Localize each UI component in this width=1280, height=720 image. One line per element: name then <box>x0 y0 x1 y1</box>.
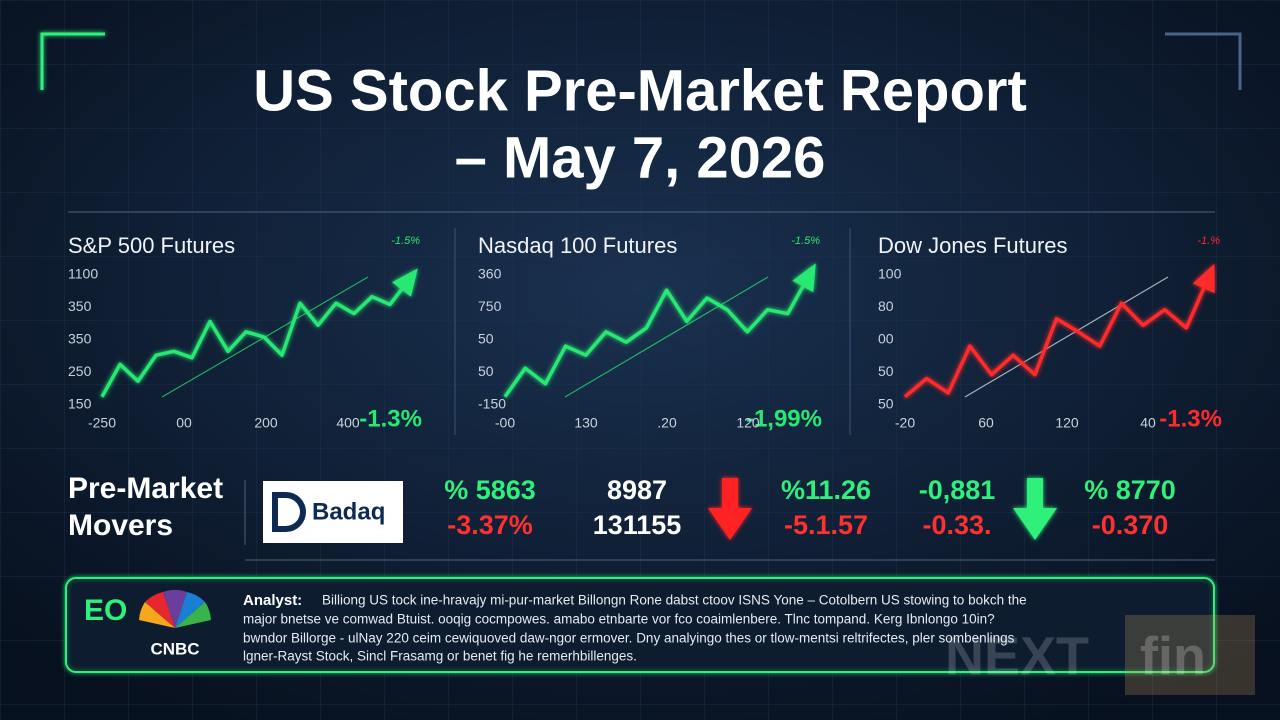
top-label: -1.5% <box>391 235 420 247</box>
analyst-label: Analyst: <box>243 592 302 609</box>
change-label: -1.3% <box>359 405 422 432</box>
y-axis-label: 350 <box>68 331 92 347</box>
peacock-logo <box>139 589 211 628</box>
mover-value: % 5863 <box>444 475 536 505</box>
x-axis-label: 120 <box>1055 415 1079 431</box>
y-axis-label: 350 <box>68 298 92 314</box>
y-axis-label: -150 <box>478 396 506 412</box>
analyst-box <box>65 577 1215 673</box>
y-axis-label: 80 <box>878 298 894 314</box>
mover-value: -0.370 <box>1092 510 1169 540</box>
brand-text: CNBC <box>150 639 199 658</box>
chart-title: Nasdaq 100 Futures <box>478 233 677 258</box>
title: – May 7, 2026 <box>455 125 826 190</box>
down-arrow <box>1013 478 1057 540</box>
corner-accent <box>1165 32 1242 90</box>
logo-text: EO <box>84 594 127 627</box>
y-axis-label: 750 <box>478 298 502 314</box>
y-axis-label: 50 <box>478 363 494 379</box>
x-axis-label: 400 <box>336 415 360 431</box>
watermark: NEXT <box>945 626 1089 686</box>
y-axis-label: 250 <box>68 363 92 379</box>
change-label: -1,99% <box>746 405 822 432</box>
y-axis-label: 1100 <box>68 266 98 282</box>
movers-heading: Movers <box>68 509 173 542</box>
mover-value: 8987 <box>607 475 667 505</box>
top-label: -1.5% <box>791 235 820 247</box>
y-axis-label: 100 <box>878 266 902 282</box>
mover-value: -3.37% <box>447 510 533 540</box>
logo-text: Badaq <box>312 498 385 525</box>
mover-value: %11.26 <box>781 475 871 505</box>
x-axis-label: 200 <box>254 415 278 431</box>
charts: S&P 500 Futures -1.5% -1.3% 1100 350 350 250 15… <box>68 228 1222 435</box>
trend-line <box>964 276 1169 398</box>
title: US Stock Pre-Market Report <box>253 58 1027 123</box>
y-axis-label: 00 <box>878 331 894 347</box>
top-label: -1.% <box>1197 235 1220 247</box>
chart-title: S&P 500 Futures <box>68 233 235 258</box>
mover-value: % 8770 <box>1084 475 1176 505</box>
x-axis-label: 120 <box>736 415 760 431</box>
mover-value: -0,881 <box>919 475 996 505</box>
y-axis-label: 50 <box>478 331 494 347</box>
x-axis-label: 60 <box>978 415 994 431</box>
price-line <box>903 277 1210 399</box>
corner-accent <box>40 32 105 90</box>
x-axis-label: .20 <box>657 415 677 431</box>
x-axis-label: 00 <box>176 415 192 431</box>
price-line <box>100 280 410 398</box>
mover-value: 131155 <box>593 510 682 540</box>
chart-title: Dow Jones Futures <box>878 233 1068 258</box>
x-axis-label: -00 <box>495 415 515 431</box>
x-axis-label: -20 <box>895 415 915 431</box>
mover-value: -0.33. <box>922 510 991 540</box>
logo-mark <box>272 492 306 532</box>
x-axis-label: 40 <box>1140 415 1156 431</box>
mover-value: -5.1.57 <box>784 510 868 540</box>
y-axis-label: 50 <box>878 363 894 379</box>
trend-line <box>564 276 769 398</box>
arrow-head <box>392 268 418 297</box>
analyst-text: lgner-Rayst Stock, Sincl Frasamg or bene… <box>243 649 637 664</box>
analyst-text: major bnetse ve comwad Btuist. ooqig coc… <box>243 612 995 627</box>
analyst-text: Billiong US tock ine-hravajy mi-pur-mark… <box>322 593 1027 608</box>
arrow-head <box>1192 263 1215 294</box>
movers-heading: Pre-Market <box>68 472 223 505</box>
price-line <box>503 276 810 398</box>
logo-box <box>263 481 403 543</box>
down-arrow <box>708 478 752 540</box>
y-axis-label: 50 <box>878 396 894 412</box>
x-axis-label: 130 <box>574 415 598 431</box>
change-label: -1.3% <box>1159 405 1222 432</box>
y-axis-label: 150 <box>68 396 92 412</box>
arrow-head <box>792 263 816 293</box>
x-axis-label: -250 <box>88 415 116 431</box>
watermark: fin <box>1140 626 1206 686</box>
watermark-box <box>1125 615 1255 695</box>
y-axis-label: 360 <box>478 266 502 282</box>
analyst-text: bwndor Billorge - ulNay 220 ceim cewiquo… <box>243 631 1015 646</box>
